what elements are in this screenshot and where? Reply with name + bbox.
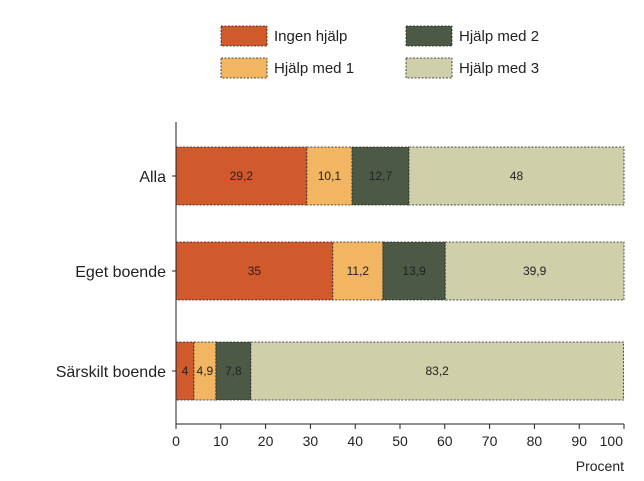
bar-segment	[175, 241, 334, 301]
bar-segment	[306, 146, 353, 206]
data-label: 39,9	[523, 264, 547, 278]
legend-label: Hjälp med 1	[274, 60, 354, 77]
legend-swatch	[405, 57, 453, 79]
data-label: 35	[248, 264, 262, 278]
category-label: Särskilt boende	[56, 364, 166, 381]
x-tick-label: 40	[347, 433, 363, 449]
data-label: 12,7	[369, 169, 393, 183]
bar-segment	[382, 241, 446, 301]
x-tick-label: 90	[571, 433, 587, 449]
x-tick-label: 0	[172, 433, 180, 449]
bar-segment	[175, 146, 308, 206]
x-tick-label: 50	[392, 433, 408, 449]
bar-segment	[408, 146, 625, 206]
data-label: 4	[182, 364, 189, 378]
data-label: 7,8	[225, 364, 242, 378]
data-label: 48	[510, 169, 524, 183]
legend-label: Hjälp med 3	[459, 60, 539, 77]
x-tick-label: 30	[303, 433, 319, 449]
data-label: 29,2	[230, 169, 254, 183]
legend-label: Ingen hjälp	[274, 28, 347, 45]
category-label: Alla	[139, 169, 166, 186]
legend-swatch	[220, 57, 268, 79]
bar-segment	[250, 341, 624, 401]
x-tick-label: 70	[482, 433, 498, 449]
data-label: 4,9	[197, 364, 214, 378]
x-tick-label: 20	[258, 433, 274, 449]
legend-label: Hjälp med 2	[459, 28, 539, 45]
axes: 0 10 20 30 40 50 60 70 80 90 100	[172, 122, 625, 449]
legend-swatch	[405, 25, 453, 47]
data-label: 10,1	[318, 169, 342, 183]
bars: 29,2 10,1 12,7 48 Alla 35 11,2 13,9 39,9 Eget boe…	[56, 146, 625, 401]
category-label: Eget boende	[75, 264, 166, 281]
x-axis-title: Procent	[576, 458, 624, 474]
data-label: 13,9	[402, 264, 426, 278]
data-label: 83,2	[426, 364, 450, 378]
bar-segment	[444, 241, 625, 301]
x-tick-label: 10	[213, 433, 229, 449]
bar-segment	[332, 241, 384, 301]
data-label: 11,2	[347, 264, 370, 278]
legend-swatch	[220, 25, 268, 47]
legend: Ingen hjälp Hjälp med 1 Hjälp med 2 Hjälp m…	[220, 25, 539, 79]
x-tick-label: 100	[600, 433, 624, 449]
x-tick-label: 80	[527, 433, 543, 449]
x-tick-label: 60	[437, 433, 453, 449]
